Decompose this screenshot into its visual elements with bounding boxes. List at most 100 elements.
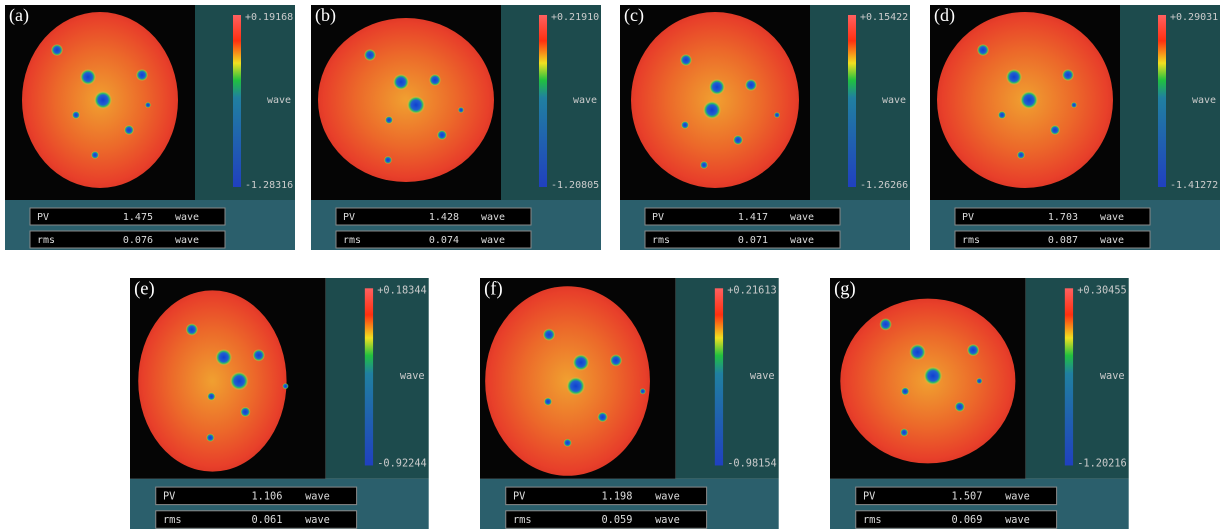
stat-name: rms xyxy=(513,514,532,526)
defect-spot xyxy=(544,397,552,405)
defect-spot xyxy=(124,125,134,135)
colorbar-min: -1.26266 xyxy=(860,180,908,191)
colorbar xyxy=(1158,15,1166,187)
defect-spot xyxy=(240,407,250,417)
defect-spot xyxy=(998,111,1006,119)
colorbar-unit: wave xyxy=(1100,370,1125,382)
stat-name: rms xyxy=(863,514,882,526)
stat-name: rms xyxy=(652,235,670,246)
stat-value: 0.059 xyxy=(601,514,632,526)
colorbar-max: +0.15422 xyxy=(860,12,908,23)
defect-spot xyxy=(924,367,943,386)
defect-spot xyxy=(1071,102,1077,108)
stat-value: 0.076 xyxy=(123,235,153,246)
colorbar-unit: wave xyxy=(400,370,425,382)
colorbar-max: +0.30455 xyxy=(1077,284,1127,296)
colorbar-max: +0.29031 xyxy=(1170,12,1218,23)
stat-name: rms xyxy=(163,514,182,526)
colorbar-min: -1.20805 xyxy=(551,180,599,191)
defect-spot xyxy=(364,49,376,61)
stat-unit: wave xyxy=(1005,514,1030,526)
panel: +0.21910wave-1.20805(b)PV1.428waverms0.0… xyxy=(311,5,601,250)
colorbar-unit: wave xyxy=(573,95,597,106)
defect-spot xyxy=(1020,91,1038,109)
stat-unit: wave xyxy=(655,490,680,502)
colorbar-min: -1.28316 xyxy=(245,180,293,191)
panel-label: (g) xyxy=(834,279,856,300)
defect-spot xyxy=(977,44,989,56)
stat-name: PV xyxy=(962,212,974,223)
defect-spot xyxy=(976,378,982,384)
stat-unit: wave xyxy=(1100,212,1124,223)
colorbar-unit: wave xyxy=(750,370,775,382)
defect-spot xyxy=(215,349,231,365)
stat-unit: wave xyxy=(1100,235,1124,246)
stat-value: 0.061 xyxy=(251,514,282,526)
colorbar xyxy=(539,15,547,187)
stat-value: 0.071 xyxy=(738,235,768,246)
panel-label: (e) xyxy=(134,279,155,300)
colorbar-min: -0.98154 xyxy=(727,457,777,469)
colorbar xyxy=(365,288,373,465)
surface-map xyxy=(631,12,799,188)
panel-label: (d) xyxy=(934,5,955,26)
stat-value: 0.069 xyxy=(951,514,982,526)
defect-spot xyxy=(680,54,692,66)
colorbar xyxy=(1065,288,1073,465)
stat-unit: wave xyxy=(655,514,680,526)
defect-spot xyxy=(206,434,214,442)
defect-spot xyxy=(253,349,265,361)
defect-spot xyxy=(282,383,288,389)
stat-unit: wave xyxy=(790,212,814,223)
defect-spot xyxy=(955,402,965,412)
colorbar-max: +0.21613 xyxy=(727,284,777,296)
defect-spot xyxy=(437,130,447,140)
defect-spot xyxy=(145,102,151,108)
defect-spot xyxy=(567,377,586,396)
defect-spot xyxy=(573,354,589,370)
defect-spot xyxy=(207,392,215,400)
defect-spot xyxy=(136,69,148,81)
defect-spot xyxy=(458,107,464,113)
defect-spot xyxy=(51,44,63,56)
stat-name: rms xyxy=(962,235,980,246)
colorbar-unit: wave xyxy=(1192,95,1216,106)
colorbar-max: +0.18344 xyxy=(377,284,427,296)
stat-unit: wave xyxy=(1005,490,1030,502)
stat-unit: wave xyxy=(481,212,505,223)
colorbar-min: -1.20216 xyxy=(1077,457,1127,469)
stat-value: 0.074 xyxy=(429,235,459,246)
defect-spot xyxy=(597,412,607,422)
defect-spot xyxy=(879,318,891,330)
surface-map xyxy=(138,290,286,471)
defect-spot xyxy=(1062,69,1074,81)
defect-spot xyxy=(72,111,80,119)
stat-name: PV xyxy=(163,490,175,502)
defect-spot xyxy=(1017,151,1025,159)
stat-value: 1.475 xyxy=(123,212,153,223)
stat-value: 1.198 xyxy=(601,490,632,502)
stat-unit: wave xyxy=(790,235,814,246)
defect-spot xyxy=(429,74,441,86)
panel-label: (f) xyxy=(484,279,503,300)
defect-spot xyxy=(91,151,99,159)
defect-spot xyxy=(610,354,622,366)
colorbar xyxy=(233,15,241,187)
colorbar-max: +0.19168 xyxy=(245,12,293,23)
stat-name: PV xyxy=(37,212,49,223)
stat-unit: wave xyxy=(305,490,330,502)
defect-spot xyxy=(385,116,393,124)
surface-map xyxy=(485,286,650,476)
defect-spot xyxy=(733,135,743,145)
defect-spot xyxy=(900,428,908,436)
colorbar-unit: wave xyxy=(267,95,291,106)
figure: +0.19168wave-1.28316(a)PV1.475waverms0.0… xyxy=(0,0,1225,529)
stat-unit: wave xyxy=(481,235,505,246)
panel: +0.30455wave-1.20216(g)PV1.507waverms0.0… xyxy=(830,278,1129,529)
defect-spot xyxy=(709,79,725,95)
defect-spot xyxy=(563,439,571,447)
